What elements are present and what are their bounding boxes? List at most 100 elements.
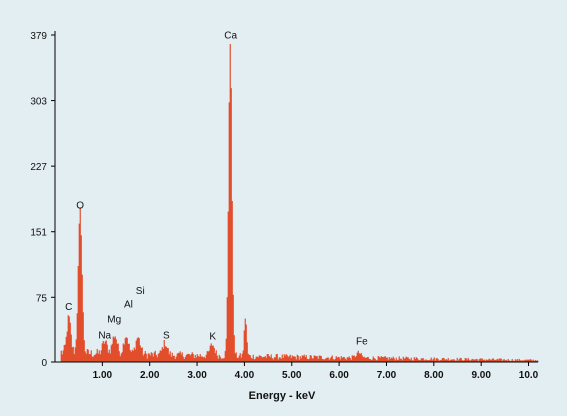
spectrum-bar-174 — [234, 353, 236, 362]
spectrum-bar-122 — [182, 356, 184, 362]
spectrum-bar-118 — [178, 352, 180, 362]
spectrum-bar-49 — [109, 353, 111, 362]
spectrum-bar-310 — [370, 360, 372, 362]
spectrum-bar-469 — [529, 359, 531, 362]
spectrum-bar-2 — [62, 350, 64, 362]
spectrum-bar-281 — [341, 357, 343, 362]
y-tick-label: 75 — [36, 293, 48, 304]
y-tick-label: 379 — [30, 31, 47, 42]
spectrum-bar-229 — [289, 354, 291, 362]
spectrum-bar-280 — [340, 356, 342, 362]
spectrum-bar-227 — [287, 357, 289, 362]
spectrum-bar-135 — [195, 357, 197, 362]
spectrum-bar-138 — [198, 356, 200, 362]
spectrum-bar-4 — [64, 344, 66, 362]
spectrum-bar-89 — [149, 355, 151, 362]
spectrum-bar-183 — [243, 330, 245, 362]
spectrum-bar-262 — [322, 359, 324, 362]
spectrum-bar-47 — [107, 352, 109, 362]
spectrum-bar-424 — [484, 360, 486, 362]
spectrum-bar-117 — [177, 352, 179, 362]
spectrum-bar-300 — [360, 352, 362, 362]
spectrum-bar-79 — [139, 345, 141, 362]
spectrum-bar-347 — [407, 357, 409, 362]
spectrum-bar-403 — [463, 360, 465, 362]
spectrum-bar-73 — [133, 347, 135, 362]
spectrum-bar-216 — [276, 353, 278, 362]
spectrum-bar-401 — [461, 360, 463, 362]
spectrum-bar-30 — [90, 350, 92, 362]
spectrum-bar-15 — [75, 339, 77, 362]
spectrum-bar-315 — [375, 360, 377, 362]
spectrum-bar-158 — [218, 354, 220, 362]
spectrum-bar-357 — [417, 359, 419, 362]
spectrum-bar-398 — [458, 359, 460, 362]
spectrum-bar-213 — [273, 357, 275, 362]
spectrum-bar-207 — [267, 354, 269, 362]
spectrum-bar-236 — [296, 354, 298, 362]
peak-label-na: Na — [98, 331, 111, 342]
spectrum-bar-219 — [279, 357, 281, 362]
spectrum-bar-265 — [325, 358, 327, 362]
x-axis-label: Energy - keV — [249, 390, 316, 402]
spectrum-bar-19 — [79, 207, 81, 362]
spectrum-bar-405 — [465, 358, 467, 362]
spectrum-bar-63 — [123, 344, 125, 362]
spectrum-bar-65 — [125, 337, 127, 362]
spectrum-bar-125 — [185, 355, 187, 362]
spectrum-bar-407 — [467, 357, 469, 362]
spectrum-bar-9 — [69, 322, 71, 362]
spectrum-bar-350 — [410, 357, 412, 362]
spectrum-bar-84 — [144, 351, 146, 362]
spectrum-bar-185 — [245, 324, 247, 362]
spectrum-bar-452 — [512, 360, 514, 362]
spectrum-bar-32 — [92, 356, 94, 362]
spectrum-bar-33 — [93, 355, 95, 362]
spectrum-bar-317 — [377, 355, 379, 362]
spectrum-bar-18 — [78, 223, 80, 362]
spectrum-bar-289 — [349, 358, 351, 362]
spectrum-bar-34 — [94, 354, 96, 362]
spectrum-bar-421 — [481, 358, 483, 362]
spectrum-bar-211 — [271, 358, 273, 362]
spectrum-bar-362 — [422, 358, 424, 362]
spectrum-bar-462 — [522, 360, 524, 362]
spectrum-bar-139 — [199, 354, 201, 362]
spectrum-bar-286 — [346, 357, 348, 362]
spectrum-bar-175 — [235, 352, 237, 362]
spectrum-bar-438 — [498, 358, 500, 362]
spectrum-bar-367 — [427, 359, 429, 362]
spectrum-bar-434 — [494, 359, 496, 362]
spectrum-bar-31 — [91, 356, 93, 362]
spectrum-bar-203 — [263, 357, 265, 362]
spectrum-bar-214 — [274, 357, 276, 362]
spectrum-bar-358 — [418, 359, 420, 362]
spectrum-bar-206 — [266, 354, 268, 362]
spectrum-bar-179 — [239, 353, 241, 362]
spectrum-bar-186 — [246, 342, 248, 362]
spectrum-bar-155 — [215, 350, 217, 362]
spectrum-bar-301 — [361, 355, 363, 362]
spectrum-bar-410 — [470, 359, 472, 362]
spectrum-bar-395 — [455, 360, 457, 362]
spectrum-bar-455 — [515, 360, 517, 362]
spectrum-bar-210 — [270, 354, 272, 362]
spectrum-bar-344 — [404, 357, 406, 362]
spectrum-bar-13 — [73, 354, 75, 362]
spectrum-bar-287 — [347, 357, 349, 362]
spectrum-bar-278 — [338, 357, 340, 362]
spectrum-bar-109 — [169, 351, 171, 362]
spectrum-bar-361 — [421, 358, 423, 362]
spectrum-bar-196 — [256, 356, 258, 362]
spectrum-bar-316 — [376, 359, 378, 362]
spectrum-bar-57 — [117, 343, 119, 362]
spectrum-bar-428 — [488, 358, 490, 362]
spectrum-bar-223 — [283, 354, 285, 362]
spectrum-bar-132 — [192, 353, 194, 362]
spectrum-bar-466 — [526, 359, 528, 362]
spectrum-bar-141 — [201, 356, 203, 362]
spectrum-bar-168 — [228, 102, 230, 362]
spectrum-bar-149 — [209, 345, 211, 362]
spectrum-bar-200 — [260, 356, 262, 362]
